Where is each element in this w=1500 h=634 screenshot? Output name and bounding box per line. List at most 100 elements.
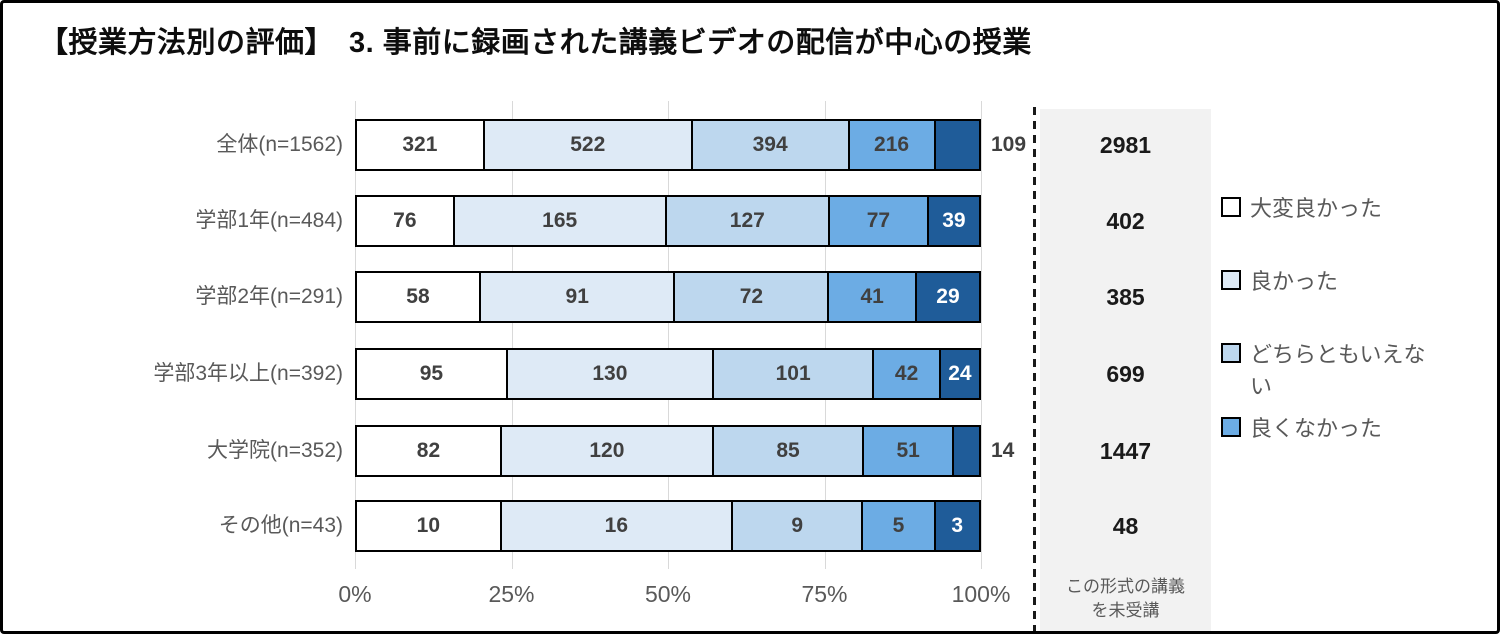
segment-value-label: 42 — [894, 362, 919, 385]
x-axis-tick-100%: 100% — [951, 581, 1011, 607]
bar-segment: 130 — [507, 350, 714, 398]
bar-segment: 165 — [454, 197, 667, 245]
bar-segment: 522 — [484, 121, 693, 169]
bar-segment: 58 — [357, 273, 481, 321]
panel-header-line2: を未受講 — [1091, 601, 1160, 621]
not-attended-value: 699 — [1106, 361, 1145, 387]
segment-value-label: 95 — [419, 362, 444, 385]
not-attended-value: 402 — [1106, 208, 1145, 234]
bar-segment: 101 — [714, 350, 875, 398]
segment-value-label: 5 — [892, 514, 905, 537]
segment-value-label: 82 — [416, 439, 441, 462]
bar-segment: 72 — [675, 273, 830, 321]
segment-value-label: 16 — [604, 514, 629, 537]
bar-segment: 3 — [935, 502, 979, 550]
legend-item-2: どちらともいえない — [1221, 339, 1436, 403]
row-label-2: 学部2年(n=291) — [195, 285, 343, 308]
segment-value-label-outside: 14 — [991, 439, 1015, 462]
bar-segment: 394 — [692, 121, 850, 169]
segment-value-label-outside: 109 — [991, 133, 1027, 156]
segment-value-label: 29 — [936, 285, 960, 308]
bar-segment: 95 — [357, 350, 508, 398]
bar-segment: 77 — [829, 197, 929, 245]
bar-segment: 127 — [666, 197, 830, 245]
segment-value-label: 394 — [752, 133, 788, 156]
bar-segment — [935, 121, 979, 169]
x-axis-tick-0%: 0% — [338, 581, 372, 607]
legend-label: 良かった — [1250, 269, 1339, 294]
segment-value-label: 216 — [874, 133, 910, 156]
segment-value-label: 24 — [948, 362, 972, 385]
legend-swatch-icon — [1221, 417, 1241, 437]
bar-row-3: 95 130 101 42 24 — [355, 348, 981, 400]
bar-row-5: 10 16 9 5 3 — [355, 500, 981, 552]
segment-value-label: 9 — [791, 514, 803, 537]
bar-segment: 51 — [864, 427, 955, 475]
segment-value-label: 77 — [866, 209, 891, 232]
segment-value-label: 321 — [402, 133, 438, 156]
segment-value-label: 76 — [393, 209, 417, 232]
bar-row-4: 82 120 85 51 — [355, 425, 981, 477]
gridline-100% — [981, 101, 982, 569]
chart-title: 【授業方法別の評価】 3. 事前に録画された講義ビデオの配信が中心の授業 — [39, 27, 1032, 59]
segment-value-label: 58 — [406, 285, 430, 308]
segment-value-label: 72 — [739, 285, 764, 308]
legend-swatch-icon — [1221, 343, 1241, 363]
segment-value-label: 51 — [896, 439, 920, 462]
segment-value-label: 39 — [942, 209, 966, 232]
bar-segment: 41 — [829, 273, 917, 321]
row-label-4: 大学院(n=352) — [207, 439, 343, 462]
bar-segment: 5 — [863, 502, 936, 550]
gridline-0% — [355, 101, 356, 569]
row-label-1: 学部1年(n=484) — [195, 209, 343, 232]
x-axis-tick-75%: 75% — [801, 581, 848, 607]
segment-value-label: 41 — [860, 285, 884, 308]
bar-segment — [954, 427, 979, 475]
not-attended-panel-header: この形式の講義 を未受講 — [1040, 575, 1211, 623]
legend-swatch-icon — [1221, 197, 1241, 217]
segment-value-label: 91 — [565, 285, 589, 308]
bar-row-2: 58 91 72 41 29 — [355, 271, 981, 323]
bar-row-0: 321 522 394 216 — [355, 119, 981, 171]
legend-swatch-icon — [1221, 270, 1241, 290]
gridline-50% — [668, 101, 669, 569]
bar-segment: 24 — [940, 350, 979, 398]
panel-header-line1: この形式の講義 — [1066, 577, 1185, 597]
bar-segment: 42 — [874, 350, 941, 398]
bar-segment: 16 — [501, 502, 734, 550]
bar-segment: 82 — [357, 427, 502, 475]
not-attended-value: 48 — [1112, 513, 1139, 539]
bar-segment: 76 — [357, 197, 455, 245]
segment-value-label: 130 — [592, 362, 628, 385]
x-axis-tick-50%: 50% — [644, 581, 692, 607]
row-label-5: その他(n=43) — [218, 514, 343, 537]
gridline-75% — [824, 101, 826, 569]
bar-segment: 216 — [849, 121, 936, 169]
x-axis-tick-25%: 25% — [488, 581, 535, 607]
bar-segment: 10 — [357, 502, 502, 550]
legend-label: どちらともいえない — [1250, 342, 1426, 399]
bar-row-1: 76 165 127 77 39 — [355, 195, 981, 247]
legend-item-3: 良くなかった — [1221, 413, 1382, 445]
segment-value-label: 165 — [542, 209, 578, 232]
bar-segment: 91 — [480, 273, 676, 321]
bar-segment: 9 — [733, 502, 864, 550]
segment-value-label: 120 — [589, 439, 625, 462]
separator-dashed-line — [1033, 107, 1036, 631]
bar-segment: 120 — [501, 427, 714, 475]
not-attended-panel: この形式の講義 を未受講 2981 402 385 699 1447 48 — [1040, 109, 1211, 631]
legend-item-1: 良かった — [1221, 266, 1338, 298]
bar-segment: 321 — [357, 121, 485, 169]
bar-segment: 29 — [916, 273, 979, 321]
row-label-3: 学部3年以上(n=392) — [153, 362, 343, 385]
bar-segment: 39 — [928, 197, 979, 245]
legend-label: 大変良かった — [1250, 196, 1383, 221]
segment-value-label: 85 — [776, 439, 800, 462]
segment-value-label: 3 — [951, 514, 964, 537]
not-attended-value: 385 — [1106, 284, 1145, 310]
segment-value-label: 101 — [775, 362, 811, 385]
segment-value-label: 10 — [416, 514, 440, 537]
segment-value-label: 522 — [570, 133, 606, 156]
legend-item-0: 大変良かった — [1221, 193, 1382, 225]
